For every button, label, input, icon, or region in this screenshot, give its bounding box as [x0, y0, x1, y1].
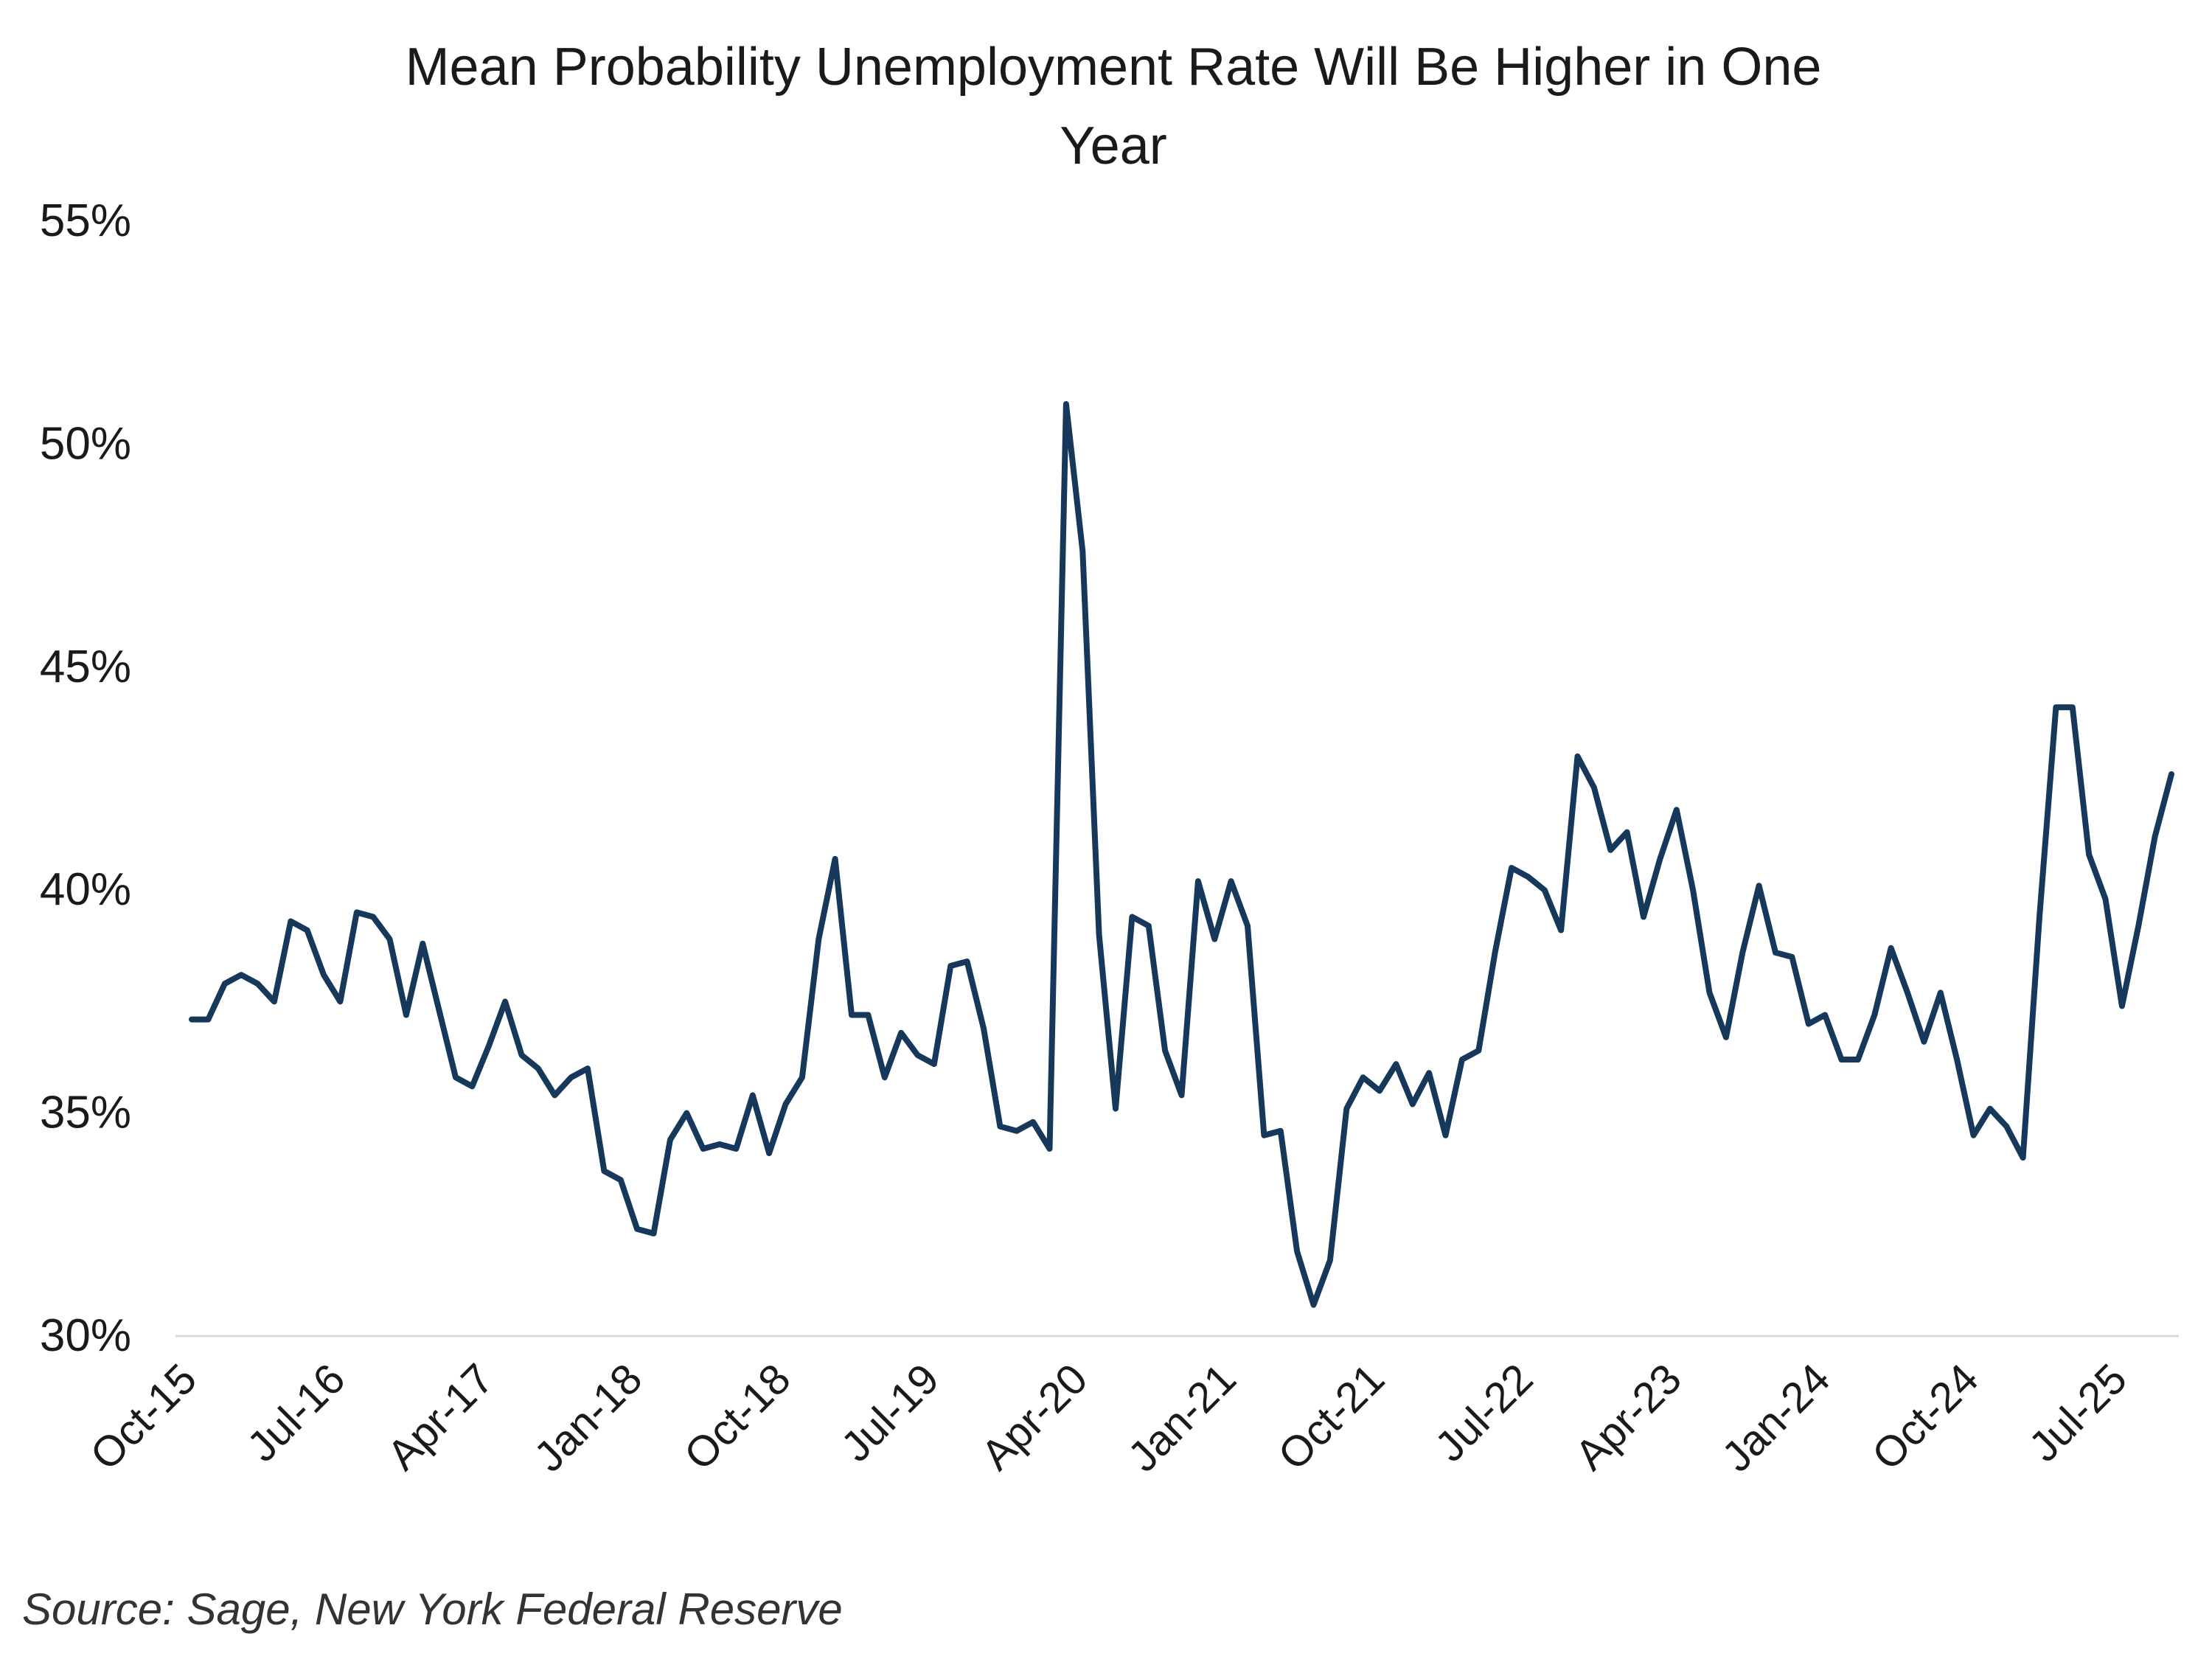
x-tick-label: Jul-25 — [2020, 1354, 2136, 1471]
series-line-mean-probability — [189, 401, 2174, 1308]
x-tick-label: Jul-16 — [238, 1354, 355, 1471]
x-tick-label: Jan-21 — [1119, 1354, 1245, 1481]
chart-title-line-2: Year — [1060, 116, 1166, 175]
y-tick-label: 35% — [40, 1088, 131, 1138]
x-tick-label: Oct-24 — [1863, 1354, 1988, 1479]
x-tick-label: Jul-19 — [832, 1354, 948, 1471]
x-tick-label: Oct-18 — [675, 1354, 800, 1479]
source-note: Source: Sage, New York Federal Reserve — [22, 1585, 843, 1634]
x-tick-label: Apr-23 — [1566, 1354, 1691, 1479]
x-axis-tick-labels: Oct-15 Jul-16 Apr-17 Jan-18 Oct-18 Jul-19 Apr-… — [81, 1354, 2136, 1481]
y-tick-label: 40% — [40, 864, 131, 915]
x-tick-label: Oct-21 — [1269, 1354, 1394, 1479]
x-tick-label: Jan-18 — [525, 1354, 651, 1481]
x-tick-label: Oct-15 — [81, 1354, 206, 1479]
y-tick-label: 30% — [40, 1310, 131, 1361]
y-tick-label: 45% — [40, 641, 131, 692]
y-axis-tick-labels: 55% 50% 45% 40% 35% 30% — [40, 195, 131, 1361]
x-tick-label: Apr-20 — [972, 1354, 1096, 1479]
chart-title-line-1: Mean Probability Unemployment Rate Will … — [406, 38, 1822, 97]
y-tick-label: 50% — [40, 418, 131, 469]
x-tick-label: Jan-24 — [1713, 1354, 1839, 1481]
x-tick-label: Jul-22 — [1426, 1354, 1543, 1471]
y-tick-label: 55% — [40, 195, 131, 246]
x-tick-label: Apr-17 — [378, 1354, 503, 1479]
